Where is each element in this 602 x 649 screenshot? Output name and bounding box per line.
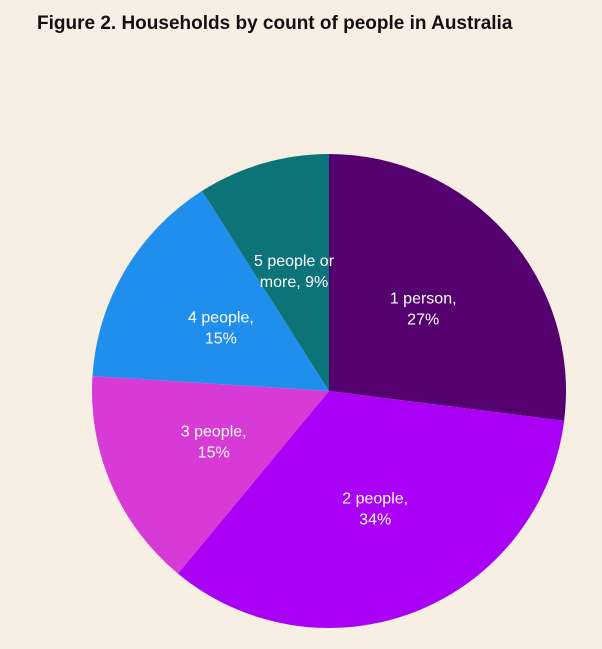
slice-label-line: 1 person, xyxy=(390,290,457,307)
pie-slice-1 xyxy=(329,154,566,421)
slice-label-line: 34% xyxy=(359,511,391,528)
slice-label-4: 4 people, 15% xyxy=(188,310,254,348)
pie-slice-3 xyxy=(92,376,329,574)
slice-label-line: 2 people, xyxy=(342,490,408,507)
slice-label-line: more, 9% xyxy=(260,274,328,291)
slice-label-line: 4 people, xyxy=(188,310,254,327)
slice-label-line: 5 people or xyxy=(254,253,335,270)
slice-label-line: 27% xyxy=(407,311,439,328)
slice-label-1: 1 person, 27% xyxy=(390,290,457,328)
pie-slice-5 xyxy=(202,154,329,391)
slice-label-5: 5 people or more, 9% xyxy=(254,253,335,291)
slice-label-line: 15% xyxy=(198,444,230,461)
slice-label-line: 3 people, xyxy=(181,423,247,440)
pie-slice-4 xyxy=(92,190,329,391)
slice-label-3: 3 people, 15% xyxy=(181,423,247,461)
chart-title: Figure 2. Households by count of people … xyxy=(37,13,513,34)
slice-label-2: 2 people, 34% xyxy=(342,490,408,528)
pie-slice-2 xyxy=(177,391,565,628)
slice-label-line: 15% xyxy=(205,331,237,348)
